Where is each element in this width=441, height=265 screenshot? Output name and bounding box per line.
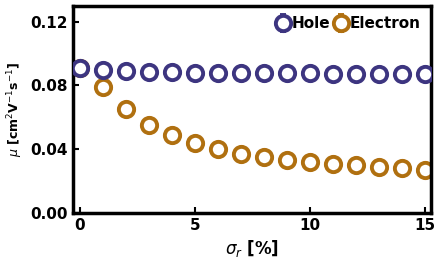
Legend: Hole, Electron: Hole, Electron [276,13,424,34]
Y-axis label: $\mu$ [cm$^2$V$^{-1}$s$^{-1}$]: $\mu$ [cm$^2$V$^{-1}$s$^{-1}$] [6,62,25,157]
X-axis label: $\sigma_r$ [%]: $\sigma_r$ [%] [225,238,279,259]
